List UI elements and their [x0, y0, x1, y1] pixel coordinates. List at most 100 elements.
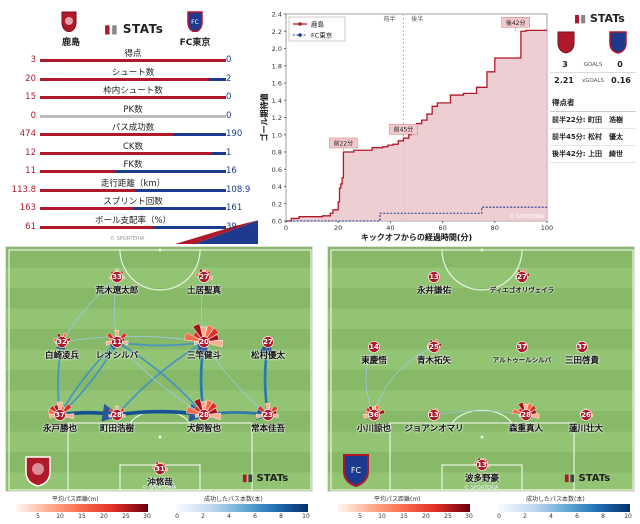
pitch-stripe [328, 411, 634, 432]
stat-away-value: 108.9 [226, 184, 251, 195]
y-tick-label: 2.0 [272, 45, 282, 53]
y-tick-label: 1.0 [272, 131, 282, 139]
pitch-stripe [6, 431, 312, 452]
player-marker [428, 271, 440, 283]
stat-bar [40, 114, 226, 118]
penalty-spot [480, 435, 484, 439]
distance-colorbar [16, 504, 148, 512]
distance-tick: 5 [358, 513, 362, 520]
home-pitch-logo: ▮▮ STATs [242, 473, 289, 484]
penalty-spot [158, 435, 162, 439]
stats-logo: ▮▮ STATs [104, 22, 164, 36]
match-summary: ▮▮ STATs 3 GOALS 0 2.21 xGOALS 0.16 得点者 … [546, 0, 640, 244]
home-pass-map: 33 荒木遼太郎 27 土居聖真 32 白崎凌兵 11 レオシルバ 20 三竿健斗 27 松村優太 37… [5, 246, 313, 492]
away-pass-map: 13 永井謙佑 27 ディエゴオリヴェイラ 14 東慶悟 25 青木拓矢 37 アルトゥールシルバ… [327, 246, 635, 492]
stat-bar [40, 207, 226, 210]
pass-arrow [59, 340, 119, 416]
player-marker [580, 409, 592, 421]
passes-ticks: 0 2 4 6 8 10 [175, 513, 310, 523]
y-axis-label: ゴール期待値 [259, 94, 269, 142]
player-number: 28 [199, 411, 209, 419]
stat-away-value: 1 [226, 147, 232, 158]
player-marker [154, 463, 166, 475]
player-name: 東慶悟 [361, 356, 387, 366]
x-tick-label: 40 [386, 224, 394, 232]
pass-arrow [116, 341, 206, 416]
distance-tick: 5 [36, 513, 40, 520]
player-pass-rose [265, 402, 271, 416]
stat-bar-away [211, 151, 226, 155]
stat-bar-home [40, 151, 212, 155]
stat-bar-home [40, 225, 154, 229]
passes-tick: 2 [201, 513, 205, 520]
away-crest-small-icon [609, 31, 627, 54]
distance-tick: 10 [378, 513, 386, 520]
goals-home: 3 [562, 60, 568, 69]
player-name: 波多野豪 [464, 474, 500, 484]
player-name: 松村優太 [250, 351, 286, 361]
x-tick-label: 60 [438, 224, 446, 232]
stat-home-value: 12 [25, 147, 36, 158]
player-number: 26 [581, 411, 591, 419]
scorer-row: 前半45分: 松村 優太 [550, 129, 636, 146]
pass-arrow [116, 341, 205, 416]
stat-bar-away [135, 188, 226, 192]
player-marker [262, 336, 274, 348]
player-name: 三竿健斗 [186, 351, 222, 361]
distance-tick: 10 [56, 513, 64, 520]
distance-legend-title: 平均パス距離(m) [52, 496, 99, 503]
player-number: 28 [521, 411, 531, 419]
player-name: 町田浩樹 [99, 424, 135, 434]
y-tick-label: 0.2 [272, 200, 282, 208]
player-number: 36 [369, 411, 379, 419]
stat-label: ボール支配率（%） [94, 215, 172, 226]
player-name: 三田啓貴 [564, 356, 600, 366]
distance-colorbar [338, 504, 470, 512]
player-name: 小川諒也 [356, 424, 392, 434]
stats-panel: FC 鹿島 FC東京 ▮▮ STATs 得点 3 0 シュート数 20 2 枠内シュート数 1… [0, 0, 258, 244]
player-number: 28 [112, 411, 122, 419]
stat-away-value: 16 [226, 166, 237, 176]
pitch-stripe [6, 472, 312, 491]
passes-tick: 4 [549, 513, 553, 520]
player-marker [262, 409, 274, 421]
stat-away-value: 39 [226, 221, 237, 232]
y-tick-label: 2.4 [272, 11, 282, 19]
pitch-stripe [6, 308, 312, 329]
player-marker [368, 341, 380, 353]
x-tick-label: 0 [284, 224, 288, 232]
home-crest-icon [61, 11, 77, 32]
passes-colorbar [498, 504, 630, 512]
player-pass-rose [200, 401, 207, 416]
stat-bar-away [209, 77, 226, 81]
x-tick-label: 80 [491, 224, 499, 232]
stat-bar-home [40, 133, 173, 136]
summary-divider [550, 72, 636, 73]
penalty-arc [451, 409, 513, 424]
credit: © SPORTERIA [110, 236, 145, 242]
xg-chart-svg: 0.0 0.2 0.4 0.6 0.8 1.0 1.2 1.4 1.6 1.8 2.0 2.2 2.4 0… [259, 11, 553, 243]
pitch-stripe [6, 390, 312, 411]
stat-bar-away [133, 207, 226, 210]
stat-home-value: 163 [19, 203, 36, 213]
player-marker [428, 409, 440, 421]
distance-legend-title: 平均パス距離(m) [374, 496, 421, 503]
goals-away: 0 [617, 60, 623, 69]
player-marker [198, 336, 210, 348]
away-pitch-logo: ▮▮ STATs [564, 473, 611, 484]
distance-tick: 20 [422, 513, 430, 520]
away-pitch-credit: © SPORTERIA [464, 485, 499, 491]
player-number: 32 [57, 338, 67, 346]
player-name: ジョアンオマリ [404, 424, 464, 434]
centre-circle [119, 249, 201, 291]
goal-annotation: 前45分 [394, 126, 414, 134]
x-tick-label: 100 [541, 224, 553, 232]
pitch-stripe [328, 247, 634, 268]
y-tick-label: 1.8 [272, 62, 282, 70]
stat-bar-away [153, 225, 226, 229]
svg-text:FC: FC [351, 466, 362, 475]
y-tick-label: 1.2 [272, 114, 282, 122]
away-crest-icon: FC [187, 11, 203, 32]
passes-tick: 6 [575, 513, 579, 520]
stat-bar [40, 225, 226, 229]
